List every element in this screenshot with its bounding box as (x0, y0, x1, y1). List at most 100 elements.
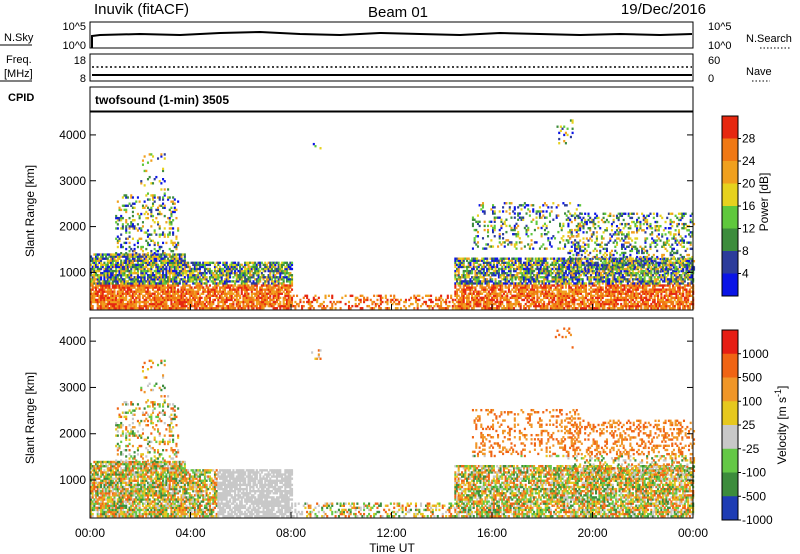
power-cell (130, 196, 133, 199)
power-cell (466, 304, 469, 308)
power-cell (110, 278, 113, 281)
power-cell (272, 288, 275, 291)
power-cell (110, 257, 113, 260)
power-cell (393, 296, 396, 300)
power-cell (207, 280, 210, 283)
power-cell (476, 304, 479, 308)
power-cell (466, 300, 469, 304)
power-cell (90, 300, 93, 304)
power-cell (106, 280, 109, 283)
power-cell (150, 265, 153, 269)
power-cell (172, 280, 175, 283)
power-cell (177, 227, 180, 230)
power-cell (177, 253, 180, 256)
power-cell (172, 271, 175, 275)
power-cell (440, 294, 443, 298)
power-cell (277, 284, 280, 287)
power-cell (136, 255, 139, 258)
power-cell (484, 280, 487, 283)
power-cell (244, 265, 247, 269)
power-cell (441, 307, 444, 310)
power-cell (150, 282, 153, 285)
power-cell (160, 259, 163, 262)
power-cell (180, 286, 183, 289)
power-cell (481, 292, 484, 295)
power-cell (115, 261, 118, 265)
power-cell (190, 302, 193, 306)
power-cell (177, 307, 180, 310)
power-cell (182, 304, 185, 308)
power-cell (113, 280, 116, 283)
power-cell (291, 296, 294, 300)
power-cell (116, 253, 119, 256)
power-cell (502, 307, 505, 310)
power-cell (234, 298, 237, 302)
power-cell (363, 298, 366, 302)
power-cell (476, 274, 479, 277)
power-cell (138, 282, 141, 285)
power-cell (91, 294, 94, 298)
power-cell (272, 280, 275, 283)
power-cell (210, 276, 213, 279)
power-cell (249, 300, 252, 304)
power-cell (536, 265, 539, 269)
power-cell (396, 302, 399, 306)
power-cell (613, 294, 616, 298)
power-cell (203, 296, 206, 300)
power-cell (476, 296, 479, 300)
power-cell (486, 296, 489, 300)
power-cell (506, 300, 509, 304)
power-cell (220, 286, 223, 289)
power-cell (259, 261, 262, 265)
power-cell (96, 269, 99, 273)
power-cell (430, 300, 433, 304)
power-cell (143, 282, 146, 285)
power-cell (457, 298, 460, 302)
power-cell (255, 265, 258, 269)
power-cell (173, 282, 176, 285)
power-cell (140, 284, 143, 287)
power-cell (162, 304, 165, 308)
power-cell (285, 263, 289, 267)
power-cell (289, 298, 292, 302)
power-cell (573, 294, 576, 298)
power-cell (135, 227, 138, 230)
power-cell (187, 274, 190, 277)
power-cell (207, 267, 210, 271)
power-cell (143, 302, 146, 306)
power-cell (516, 286, 519, 289)
power-cell (464, 307, 467, 310)
power-cell (280, 261, 284, 265)
power-cell (467, 300, 470, 304)
power-cell (130, 302, 133, 306)
power-cell (378, 307, 381, 310)
power-cell (548, 265, 551, 269)
power-cell (153, 278, 156, 281)
power-cell (507, 300, 510, 304)
power-cell (110, 282, 113, 285)
power-cell (153, 196, 156, 199)
power-cell (237, 263, 240, 267)
power-cell (631, 298, 634, 302)
power-cell (173, 259, 176, 262)
power-cell (197, 290, 200, 293)
power-cell (180, 298, 183, 302)
power-cell (536, 278, 539, 281)
power-cell (146, 286, 150, 289)
power-cell (160, 304, 163, 308)
power-cell (168, 290, 171, 293)
power-cell (464, 284, 467, 287)
power-cell (173, 208, 176, 212)
power-cell (118, 265, 121, 269)
power-cell (272, 274, 275, 277)
power-cell (170, 259, 173, 262)
power-cell (150, 214, 153, 218)
power-cell (215, 278, 218, 281)
power-cell (225, 276, 228, 279)
power-cell (135, 200, 138, 203)
power-cell (225, 298, 228, 302)
power-cell (91, 280, 94, 283)
power-cell (249, 276, 252, 279)
power-cell (252, 261, 255, 265)
power-cell (269, 286, 272, 289)
